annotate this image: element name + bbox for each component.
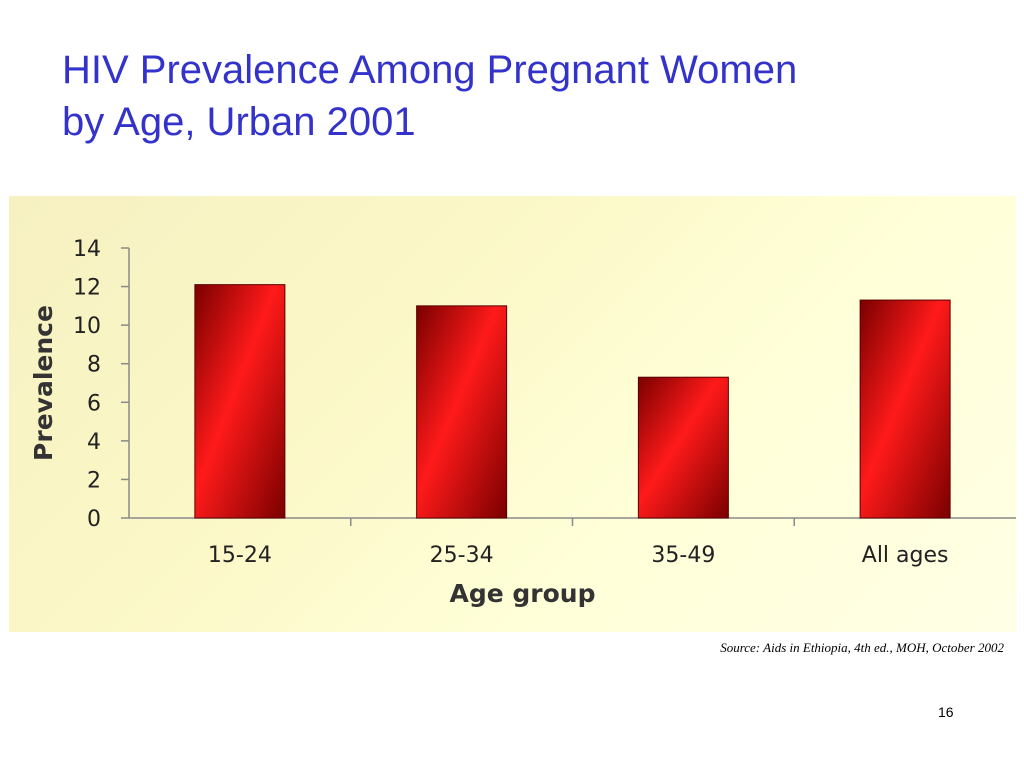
y-tick-label: 12	[73, 276, 101, 301]
x-axis-title: Age group	[450, 579, 596, 608]
title-line-2: by Age, Urban 2001	[62, 100, 416, 144]
bar-35-49	[637, 376, 729, 519]
y-tick-label: 10	[73, 314, 101, 339]
page-number: 16	[938, 704, 954, 720]
title-line-1: HIV Prevalence Among Pregnant Women	[62, 48, 798, 92]
bar-15-24	[194, 284, 286, 519]
x-tick-label: All ages	[862, 543, 949, 568]
y-tick-label: 8	[87, 353, 101, 378]
x-tick-label: 35-49	[651, 543, 715, 568]
bar-all-ages	[859, 299, 951, 519]
x-tick-label: 25-34	[430, 543, 494, 568]
y-tick-label: 0	[87, 507, 101, 532]
page-title: HIV Prevalence Among Pregnant Women by A…	[62, 44, 962, 148]
source-note: Source: Aids in Ethiopia, 4th ed., MOH, …	[720, 640, 1004, 655]
y-tick-label: 4	[87, 430, 101, 455]
y-tick-label: 6	[87, 391, 101, 416]
bar-chart: 0 2 4 6 8 10 12 14 15-24 25-34 35-49 All ages Age gr…	[29, 237, 1016, 608]
bar-25-34	[416, 305, 508, 519]
y-axis-title: Prevalence	[29, 305, 58, 461]
chart-panel: 0 2 4 6 8 10 12 14 15-24 25-34 35-49 All ages Age gr…	[9, 196, 1016, 632]
y-tick-label: 14	[73, 237, 101, 262]
y-tick-label: 2	[87, 468, 101, 493]
x-tick-label: 15-24	[208, 543, 272, 568]
